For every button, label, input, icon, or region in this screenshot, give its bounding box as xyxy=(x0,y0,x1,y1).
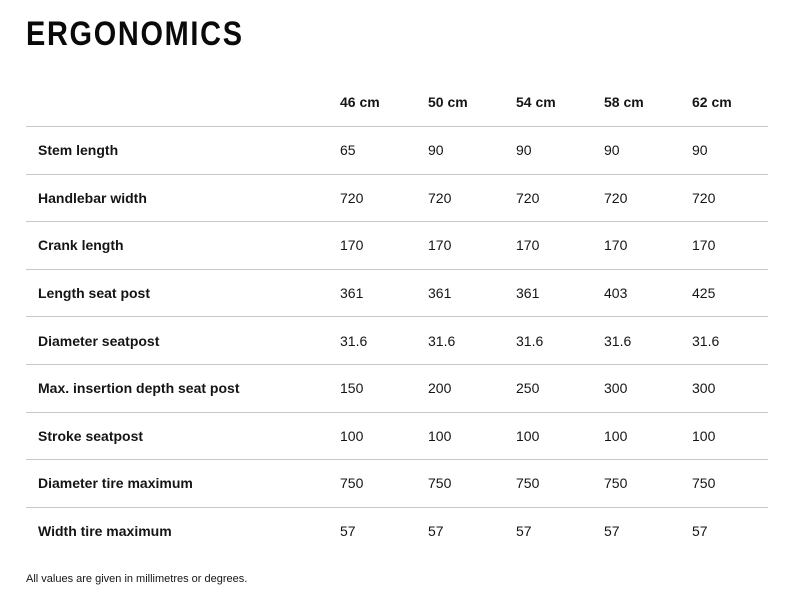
cell-value: 150 xyxy=(340,380,364,397)
cell-value: 90 xyxy=(428,142,444,159)
cell-value: 57 xyxy=(692,523,708,540)
cell-value: 170 xyxy=(516,237,540,254)
cell-value: 403 xyxy=(604,285,628,302)
row-label: Handlebar width xyxy=(38,189,147,206)
cell-value: 100 xyxy=(516,427,540,444)
cell-value: 31.6 xyxy=(692,332,720,349)
table-row-width-tire-maximum: Width tire maximum 57 57 57 57 57 xyxy=(26,508,768,555)
cell-value: 250 xyxy=(516,380,540,397)
cell-value: 361 xyxy=(516,285,540,302)
column-header-54cm: 54 cm xyxy=(516,94,556,110)
cell-value: 300 xyxy=(692,380,716,397)
cell-value: 720 xyxy=(428,189,452,206)
cell-value: 750 xyxy=(692,475,716,492)
cell-value: 100 xyxy=(604,427,628,444)
row-label: Stroke seatpost xyxy=(38,427,144,444)
table-row-stem-length: Stem length 65 90 90 90 90 xyxy=(26,127,768,175)
cell-value: 750 xyxy=(516,475,540,492)
table-row-length-seat-post: Length seat post 361 361 361 403 425 xyxy=(26,270,768,318)
table-row-diameter-tire-maximum: Diameter tire maximum 750 750 750 750 75… xyxy=(26,460,768,508)
row-label: Stem length xyxy=(38,142,119,159)
units-footnote: All values are given in millimetres or d… xyxy=(26,573,248,586)
cell-value: 31.6 xyxy=(604,332,632,349)
cell-value: 57 xyxy=(516,523,532,540)
cell-value: 300 xyxy=(604,380,628,397)
cell-value: 720 xyxy=(604,189,628,206)
cell-value: 57 xyxy=(340,523,356,540)
cell-value: 31.6 xyxy=(516,332,544,349)
ergonomics-table: 46 cm 50 cm 54 cm 58 cm 62 cm Stem lengt… xyxy=(26,78,768,554)
cell-value: 90 xyxy=(692,142,708,159)
cell-value: 750 xyxy=(604,475,628,492)
column-header-58cm: 58 cm xyxy=(604,94,644,110)
cell-value: 90 xyxy=(604,142,620,159)
page-title: ERGONOMICS xyxy=(26,15,244,53)
table-row-handlebar-width: Handlebar width 720 720 720 720 720 xyxy=(26,175,768,223)
column-header-62cm: 62 cm xyxy=(692,94,732,110)
row-label: Diameter tire maximum xyxy=(38,475,193,492)
cell-value: 720 xyxy=(340,189,364,206)
table-row-crank-length: Crank length 170 170 170 170 170 xyxy=(26,222,768,270)
cell-value: 750 xyxy=(428,475,452,492)
cell-value: 57 xyxy=(604,523,620,540)
cell-value: 200 xyxy=(428,380,452,397)
row-label: Max. insertion depth seat post xyxy=(38,380,240,397)
table-row-diameter-seatpost: Diameter seatpost 31.6 31.6 31.6 31.6 31… xyxy=(26,317,768,365)
row-label: Diameter seatpost xyxy=(38,332,160,349)
cell-value: 361 xyxy=(340,285,364,302)
cell-value: 31.6 xyxy=(428,332,456,349)
cell-value: 720 xyxy=(692,189,716,206)
row-label: Width tire maximum xyxy=(38,523,172,540)
cell-value: 57 xyxy=(428,523,444,540)
cell-value: 100 xyxy=(340,427,364,444)
cell-value: 170 xyxy=(340,237,364,254)
cell-value: 425 xyxy=(692,285,716,302)
cell-value: 31.6 xyxy=(340,332,368,349)
table-row-stroke-seatpost: Stroke seatpost 100 100 100 100 100 xyxy=(26,413,768,461)
column-header-46cm: 46 cm xyxy=(340,94,380,110)
cell-value: 750 xyxy=(340,475,364,492)
table-header-row: 46 cm 50 cm 54 cm 58 cm 62 cm xyxy=(26,78,768,127)
table-row-max-insertion-depth: Max. insertion depth seat post 150 200 2… xyxy=(26,365,768,413)
row-label: Crank length xyxy=(38,237,124,254)
cell-value: 170 xyxy=(604,237,628,254)
cell-value: 90 xyxy=(516,142,532,159)
cell-value: 170 xyxy=(692,237,716,254)
cell-value: 720 xyxy=(516,189,540,206)
cell-value: 361 xyxy=(428,285,452,302)
cell-value: 170 xyxy=(428,237,452,254)
row-label: Length seat post xyxy=(38,285,151,302)
cell-value: 65 xyxy=(340,142,356,159)
column-header-50cm: 50 cm xyxy=(428,94,468,110)
cell-value: 100 xyxy=(692,427,716,444)
cell-value: 100 xyxy=(428,427,452,444)
